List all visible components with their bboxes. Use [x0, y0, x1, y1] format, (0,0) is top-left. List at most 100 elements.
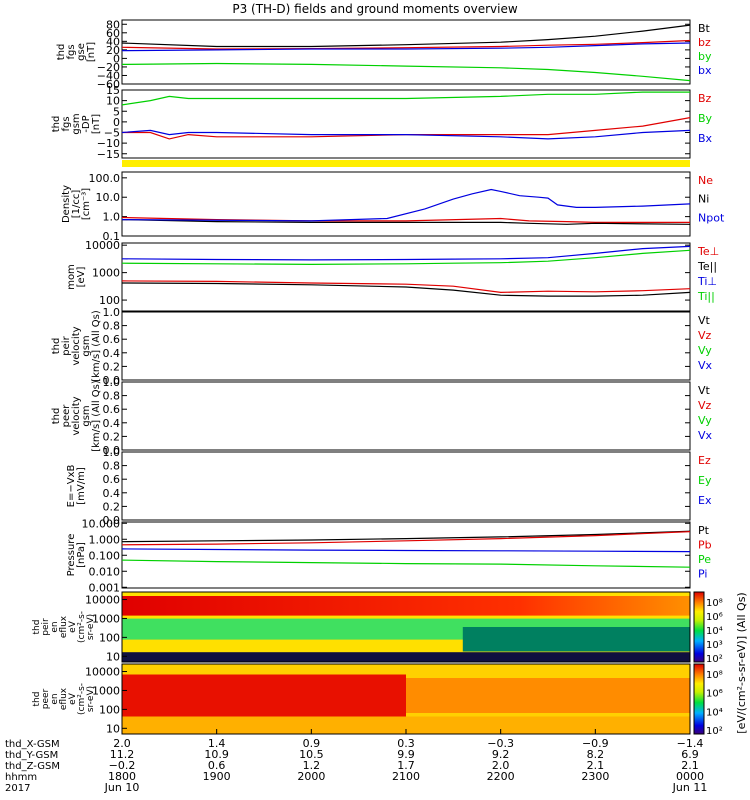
panel-7-ytick-label: 0.4 — [103, 487, 121, 500]
panel-6-ylabel-line: thd — [51, 408, 62, 425]
xtick-label: −0.9 — [582, 737, 609, 750]
panel-4-ylabel-line: mom — [66, 264, 77, 290]
panel-7-ytick-label: 0.0 — [103, 514, 121, 527]
xtick-label: 2300 — [581, 770, 609, 783]
colorbar-label-text: [eV/(cm²-s-sr-eV)] (All Qs) — [735, 592, 748, 733]
panel-8-ytick-label: 0.010 — [89, 565, 121, 578]
panel-1-ytick-label: −40 — [97, 69, 120, 82]
quality-flag-bar — [122, 160, 690, 167]
panel-5-legend-Vx: Vx — [698, 359, 713, 372]
panel-7-ylabel-line: E=−VxB — [66, 465, 77, 508]
panel-4-legend-Te⊥: Te⊥ — [697, 245, 719, 258]
xaxis-row-label: thd_X-GSM — [5, 739, 60, 750]
xtick-label: 1.4 — [208, 737, 226, 750]
panel-8-ylabel-line: Pressure — [66, 534, 77, 577]
panel-2-line-Bz — [122, 117, 691, 140]
panel-6-ytick-label: 0.6 — [103, 403, 121, 416]
panel-3-ylabel-line: Density — [61, 185, 72, 223]
panel-2-ytick-label: 10 — [106, 95, 120, 108]
panel-2-ylabel: thd fgs gsm -DP [nT] — [51, 113, 102, 134]
colorbar-2: 10⁸ 10⁶ 10⁴ 10² — [693, 663, 723, 737]
xtick-label: 2000 — [297, 770, 325, 783]
panel-4-line-Te⊥ — [121, 280, 691, 294]
panel-3-ytick-label: 10.0 — [96, 191, 121, 204]
colorbar-2-tick-label: 10² — [706, 726, 723, 737]
panel-2-ytick-label: 15 — [106, 84, 120, 97]
panel-1-legend-by: by — [698, 50, 712, 63]
panel-1-ylabel-line: [nT] — [86, 42, 97, 62]
panel-8-ytick-label: 10.000 — [82, 517, 121, 530]
colorbar-2-tick-label: 10⁸ — [706, 670, 723, 681]
panel-5-legend-Vz: Vz — [698, 329, 712, 342]
xtick-label: −1.4 — [677, 737, 704, 750]
panel-3-frame — [121, 171, 691, 237]
spectrogram-1-ylabel-line: peir — [41, 618, 51, 636]
xtick-label: 0.6 — [208, 759, 226, 772]
panel-4-legend-Ti||: Ti|| — [697, 290, 715, 303]
panel-4: 10000 1000 100 mom [eV] Te⊥ Te|| Ti⊥ Ti|| — [66, 239, 719, 312]
xtick-label: −0.2 — [109, 759, 136, 772]
colorbar-1-tick-label: 10⁸ — [706, 598, 723, 609]
spectrogram-2-ylabel-line: eflux — [59, 687, 69, 710]
panel-1-ytick-label: 0 — [113, 52, 120, 65]
xtick-label: 11.2 — [110, 748, 135, 761]
panel-2-ylabel-line: [nT] — [91, 114, 102, 134]
panel-8-legend-Pb: Pb — [698, 539, 712, 552]
panel-2-legend-Bx: Bx — [698, 132, 713, 145]
spectrogram-1-ylabel-line: sr-eV) — [86, 614, 96, 640]
spectrogram-1-ytick-label: 10 — [106, 650, 120, 663]
xtick-label: −0.3 — [487, 737, 514, 750]
panel-3-legend-Ne: Ne — [698, 174, 713, 187]
panel-4-ytick-label: 100 — [99, 294, 120, 307]
panel-6-legend-Vz: Vz — [698, 399, 712, 412]
xtick-label: 2.1 — [681, 759, 699, 772]
spectrogram-2: 10000 1000 100 10 thd peer en eflux eV (cm²-s-sr-… — [32, 663, 691, 735]
panel-8-line-Pb — [121, 531, 691, 546]
xtick-label: 10.9 — [204, 748, 229, 761]
panel-5-ytick-label: 0.6 — [103, 333, 121, 346]
panel-8-line-Pt — [121, 530, 691, 543]
spectrogram-1-band-noise — [462, 627, 690, 652]
panel-7-legend-Ez: Ez — [698, 454, 711, 467]
spectrogram-2-ytick-label: 10000 — [85, 666, 120, 679]
panel-8-ytick-label: 0.100 — [89, 549, 121, 562]
panel-8-line-Pi — [121, 548, 691, 553]
panel-2-ytick-label: 0 — [113, 116, 120, 129]
xtick-label: 8.2 — [587, 748, 605, 761]
xtick-label: Jun 11 — [672, 781, 708, 794]
panel-8-legend-Pi: Pi — [698, 568, 707, 581]
panel-5-ytick-label: 0.8 — [103, 320, 121, 333]
panel-8-ytick-label: 1.000 — [89, 533, 121, 546]
spectrogram-1-ylabel: thd peir en eflux eV (cm²-s-sr-eV) — [32, 611, 96, 643]
spectrogram-2-ytick-label: 100 — [99, 703, 120, 716]
xtick-label: 1.2 — [303, 759, 321, 772]
xtick-label: 10.5 — [299, 748, 324, 761]
xtick-label: 2100 — [392, 770, 420, 783]
panel-6-ytick-label: 0.2 — [103, 430, 121, 443]
panel-3-ytick-label: 100.0 — [89, 172, 121, 185]
panel-3-ylabel-line: [cm⁻³] — [81, 188, 92, 220]
xaxis-row-label: thd_Z-GSM — [5, 761, 60, 772]
panel-4-line-Te|| — [121, 282, 691, 297]
panel-4-legend-Ti⊥: Ti⊥ — [697, 275, 717, 288]
panel-1-ytick-label: 80 — [106, 18, 120, 31]
spectrogram-2-ylabel-line: sr-eV) — [86, 686, 96, 712]
panel-8-legend-Pe: Pe — [698, 553, 711, 566]
spectrogram-2-ylabel-line: eV — [68, 692, 78, 705]
panel-2-frame — [121, 89, 691, 159]
panel-1-ytick-label: −60 — [97, 78, 120, 91]
panel-2-legend-By: By — [698, 112, 713, 125]
panel-2-ylabel-line: thd — [51, 116, 62, 133]
panel-7-frame — [121, 451, 691, 521]
spectrogram-2-band-mid — [406, 678, 690, 713]
xaxis-row-label: 2017 — [5, 783, 30, 794]
spectrogram-1-frame — [121, 591, 691, 663]
panel-1-line-Bt — [121, 24, 691, 48]
panel-6-ylabel-line: gsm — [81, 405, 92, 426]
panel-2-line-By — [121, 91, 690, 106]
